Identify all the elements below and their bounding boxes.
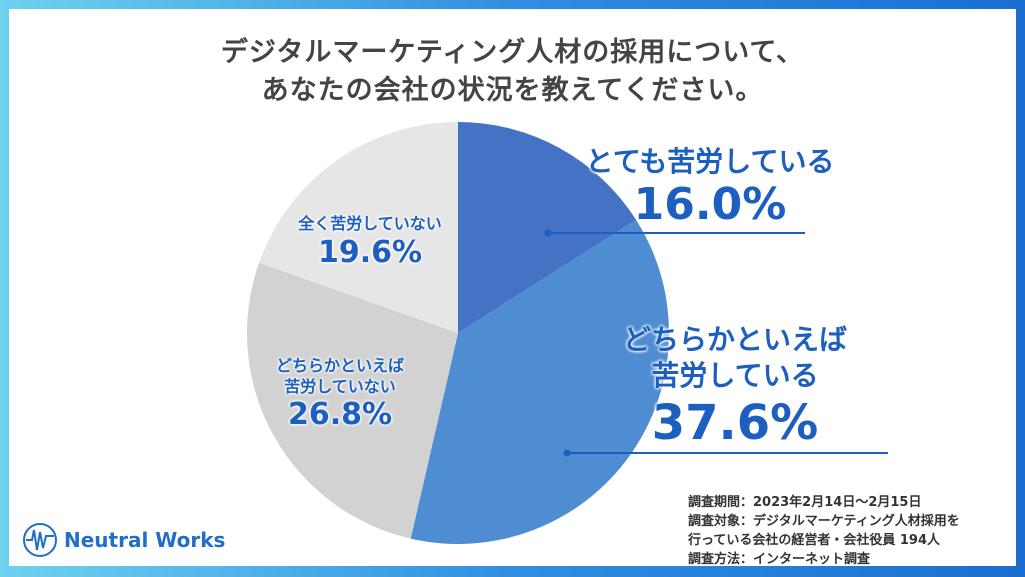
slice-1-name-line1: どちらかといえば [622, 323, 847, 356]
pie-slice-2 [247, 262, 458, 539]
slice-3-value: 19.6% [317, 235, 423, 270]
slice-1-value: 37.6% [651, 395, 819, 451]
logo-text: Neutral Works [64, 528, 226, 552]
note-period: 調査期間：2023年2月14日～2月15日 [688, 495, 922, 510]
pie-slice-1 [410, 219, 669, 544]
note-target: 調査対象：デジタルマーケティング人材採用を [688, 514, 960, 529]
chart-title-line1: デジタルマーケティング人材の採用について、 [220, 37, 805, 68]
slice-1-name-line2: 苦労している [651, 359, 819, 392]
slice-3-name: 全く苦労していない [298, 214, 442, 233]
leader-dot-0 [544, 229, 552, 237]
slice-2-value: 26.8% [287, 397, 393, 432]
slice-0-value: 16.0% [633, 179, 787, 230]
note-target-cont: 行っている会社の経営者・会社役員 194人 [688, 533, 941, 548]
note-method: 調査方法：インターネット調査 [688, 552, 871, 567]
survey-notes: 調査期間：2023年2月14日～2月15日 調査対象：デジタルマーケティング人材… [688, 493, 960, 569]
leader-dot-1 [563, 449, 571, 457]
logo-icon [23, 523, 57, 557]
label-slice-1: どちらかといえば 苦労している 37.6% [590, 322, 880, 452]
slice-2-name-line1: どちらかといえば [275, 356, 404, 375]
slice-0-name: とても苦労している [585, 145, 835, 178]
label-slice-0: とても苦労している 16.0% [560, 140, 860, 230]
slice-2-name-line2: 苦労していない [284, 377, 396, 396]
pie-slice-0 [458, 122, 637, 333]
label-slice-3: 全く苦労していない 19.6% [270, 213, 470, 272]
label-slice-2: どちらかといえば 苦労していない 26.8% [260, 355, 420, 433]
pie-slice-3 [259, 122, 458, 333]
logo: Neutral Works [22, 522, 225, 558]
chart-title-line2: あなたの会社の状況を教えてください。 [261, 75, 764, 106]
